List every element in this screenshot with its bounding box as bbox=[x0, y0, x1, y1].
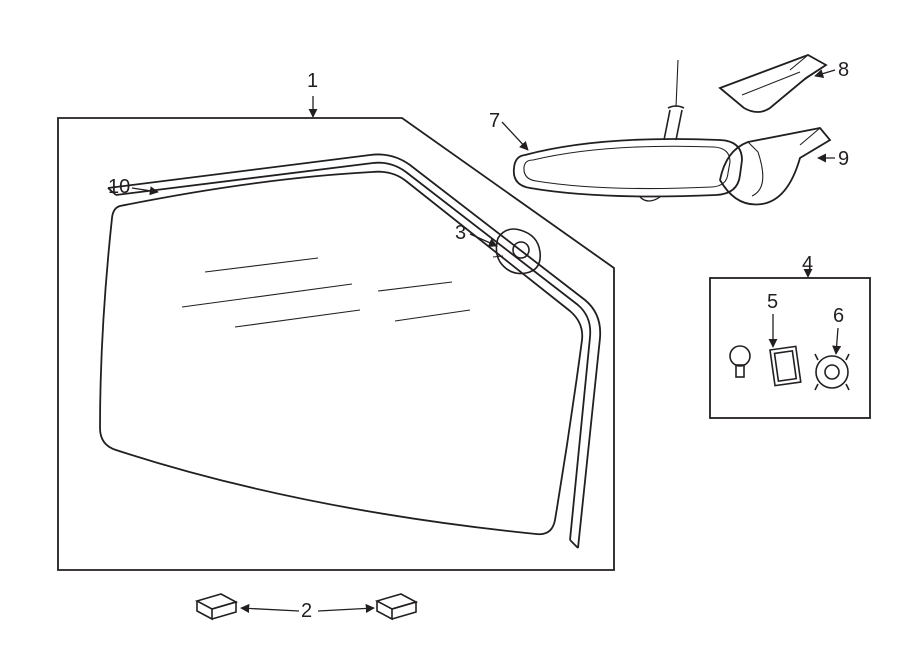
label-1: 1 bbox=[307, 70, 318, 93]
leader-6 bbox=[836, 328, 838, 354]
label-10: 10 bbox=[108, 176, 130, 199]
part-3-sensor-mount bbox=[493, 229, 540, 274]
leader-2-right bbox=[318, 608, 374, 611]
label-4: 4 bbox=[802, 253, 813, 276]
label-9: 9 bbox=[838, 148, 849, 171]
label-8: 8 bbox=[838, 59, 849, 82]
part-9-lower-cover bbox=[720, 128, 830, 205]
label-7: 7 bbox=[489, 110, 500, 133]
diagram-svg bbox=[0, 0, 900, 661]
part-6-retainer bbox=[815, 354, 849, 390]
part-1-windshield-assembly bbox=[58, 118, 614, 570]
label-5: 5 bbox=[767, 291, 778, 314]
label-2: 2 bbox=[301, 600, 312, 623]
part-7-mirror bbox=[514, 60, 742, 201]
leader-2-left bbox=[241, 608, 299, 611]
diagram-stage: 1 2 3 4 5 6 7 8 9 10 bbox=[0, 0, 900, 661]
leader-7 bbox=[502, 122, 528, 150]
label-3: 3 bbox=[455, 222, 466, 245]
windshield-glass bbox=[100, 172, 582, 535]
part-10-reveal-molding bbox=[108, 154, 600, 548]
label-6: 6 bbox=[833, 305, 844, 328]
part-8-upper-cover bbox=[720, 55, 826, 112]
part-5-sensor bbox=[730, 346, 801, 386]
